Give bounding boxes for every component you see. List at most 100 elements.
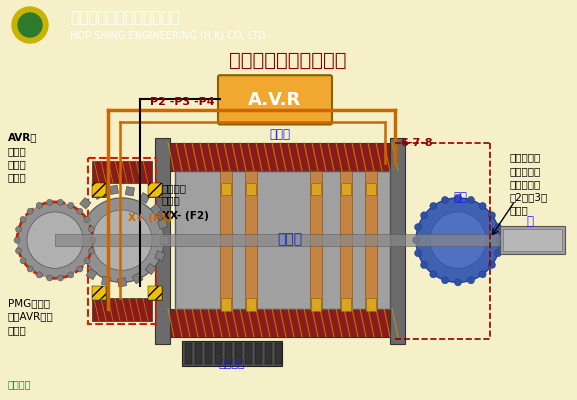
Circle shape [416,198,500,282]
Circle shape [479,271,486,278]
Text: A.V.R: A.V.R [248,91,302,109]
Circle shape [16,226,21,232]
Bar [341,298,351,310]
Text: 合成工程（香港）有限公司: 合成工程（香港）有限公司 [70,10,179,26]
Circle shape [414,224,422,230]
Text: X+ (F1): X+ (F1) [128,213,173,223]
Bar [310,171,322,308]
Bar [92,183,106,197]
Circle shape [441,196,448,204]
Bar [139,192,150,204]
Bar [341,183,351,195]
Polygon shape [148,286,162,300]
Bar [92,298,152,320]
Text: 内部培训: 内部培训 [8,379,32,389]
Bar [102,276,111,286]
Circle shape [17,202,93,278]
Polygon shape [92,286,106,300]
Bar [109,185,119,194]
Circle shape [80,198,164,282]
Circle shape [68,272,74,278]
Bar [182,341,282,366]
Circle shape [467,277,474,284]
Circle shape [84,216,90,222]
Circle shape [455,194,462,202]
Bar [92,286,106,300]
Bar [165,142,395,171]
Circle shape [467,196,474,204]
Bar [311,298,321,310]
Bar [117,278,127,287]
Bar [366,298,376,310]
Bar [195,343,202,364]
Text: P2 -P3 -P4: P2 -P3 -P4 [150,97,215,107]
Circle shape [36,202,42,208]
Circle shape [441,277,448,284]
Text: 整流模块: 整流模块 [219,359,245,369]
Bar [93,188,104,200]
Bar [132,273,143,284]
Bar [220,171,232,308]
Text: 轴: 轴 [526,214,534,228]
Bar [68,243,78,253]
Bar [255,343,262,364]
Circle shape [27,212,83,268]
Text: XX- (F2): XX- (F2) [162,211,209,221]
Bar [74,257,86,268]
Circle shape [430,271,437,278]
Bar [221,183,231,195]
Circle shape [92,210,152,270]
Bar [503,229,562,251]
Circle shape [47,199,53,205]
FancyBboxPatch shape [218,75,332,124]
Circle shape [496,237,504,244]
Circle shape [430,212,486,268]
Bar [155,138,170,344]
Text: HOP SHING ENGINEERING (H.K) CO; LTD: HOP SHING ENGINEERING (H.K) CO; LTD [70,31,265,41]
Circle shape [57,275,63,281]
Bar [160,236,168,244]
Circle shape [421,212,428,219]
Circle shape [494,224,501,230]
Circle shape [489,212,496,219]
Bar [145,263,156,274]
Bar [500,226,565,254]
Bar [148,183,162,197]
Bar [86,269,97,280]
Bar [245,343,252,364]
Bar [148,286,162,300]
Bar [155,250,165,261]
Circle shape [57,199,63,205]
Bar [265,343,272,364]
Polygon shape [148,183,162,197]
Bar [205,343,212,364]
Bar [365,171,377,308]
Polygon shape [92,183,106,197]
Bar [390,138,405,344]
Circle shape [494,250,501,257]
Circle shape [88,226,95,232]
Circle shape [20,258,26,264]
Circle shape [68,202,74,208]
Bar [225,343,232,364]
Circle shape [90,237,96,243]
Bar [235,343,242,364]
Bar [311,183,321,195]
Circle shape [455,279,462,286]
Bar [175,171,390,308]
Text: AVR输
出直流
电给励
磁定子: AVR输 出直流 电给励 磁定子 [8,132,38,182]
Circle shape [479,202,486,210]
Bar [92,161,152,183]
Bar [125,186,134,196]
Circle shape [88,248,95,254]
Circle shape [413,237,419,244]
Circle shape [14,237,20,243]
Bar [246,183,256,195]
Bar [245,171,257,308]
Bar [68,228,76,236]
Circle shape [421,262,428,268]
Bar [215,343,222,364]
Bar [246,298,256,310]
Circle shape [84,258,90,264]
Circle shape [18,13,42,37]
